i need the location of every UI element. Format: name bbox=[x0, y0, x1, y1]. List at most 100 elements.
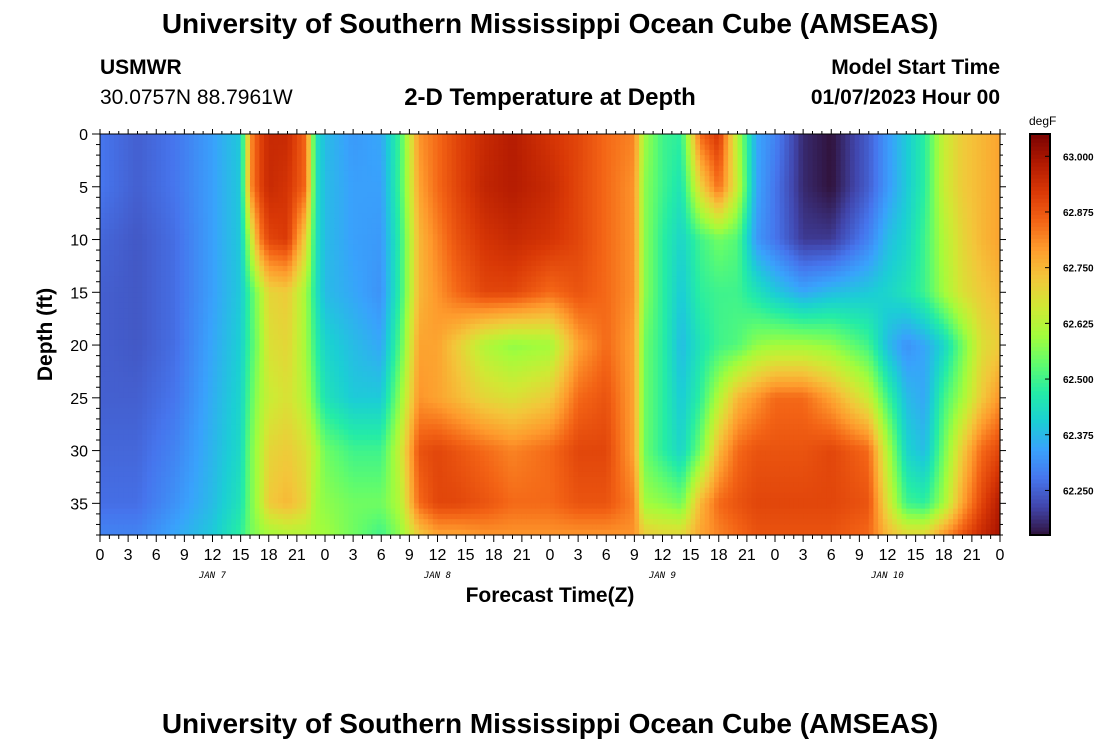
heatmap-cell bbox=[217, 197, 223, 204]
heatmap-cell bbox=[325, 255, 331, 262]
heatmap-cell bbox=[250, 160, 256, 167]
heatmap-cell bbox=[226, 181, 232, 188]
heatmap-cell bbox=[362, 160, 368, 167]
heatmap-cell bbox=[423, 250, 429, 256]
heatmap-cell bbox=[643, 144, 650, 151]
heatmap-cell bbox=[123, 155, 129, 161]
heatmap-cell bbox=[615, 213, 621, 220]
heatmap-cell bbox=[104, 255, 110, 262]
heatmap-cell bbox=[662, 218, 668, 225]
heatmap-cell bbox=[957, 250, 964, 256]
heatmap-cell bbox=[639, 202, 645, 209]
heatmap-cell bbox=[859, 197, 865, 204]
heatmap-cell bbox=[770, 244, 776, 251]
heatmap-cell bbox=[428, 213, 434, 220]
heatmap-cell bbox=[610, 160, 617, 167]
heatmap-cell bbox=[653, 207, 659, 214]
heatmap-cell bbox=[367, 144, 373, 151]
heatmap-cell bbox=[784, 228, 790, 235]
heatmap-cell bbox=[648, 265, 654, 272]
heatmap-cell bbox=[376, 149, 382, 156]
heatmap-cell bbox=[146, 202, 153, 209]
heatmap-cell bbox=[493, 207, 500, 214]
heatmap-cell bbox=[184, 192, 190, 198]
heatmap-cell bbox=[362, 255, 368, 262]
heatmap-cell bbox=[100, 213, 106, 220]
x-axis-title: Forecast Time(Z) bbox=[465, 584, 635, 607]
model-start-label: Model Start Time bbox=[831, 56, 1000, 79]
heatmap-cell bbox=[685, 155, 692, 161]
heatmap-cell bbox=[742, 239, 748, 246]
heatmap-cell bbox=[957, 202, 964, 209]
heatmap-cell bbox=[367, 234, 373, 241]
heatmap-cell bbox=[175, 207, 181, 214]
heatmap-cell bbox=[709, 244, 715, 251]
heatmap-cell bbox=[240, 250, 246, 256]
heatmap-cell bbox=[667, 207, 673, 214]
heatmap-cell bbox=[953, 144, 959, 151]
heatmap-cell bbox=[273, 234, 279, 241]
heatmap-cell bbox=[489, 223, 495, 230]
heatmap-cell bbox=[939, 260, 945, 267]
heatmap-cell bbox=[610, 155, 617, 161]
heatmap-cell bbox=[540, 139, 546, 146]
heatmap-cell bbox=[320, 134, 326, 140]
heatmap-cell bbox=[104, 202, 110, 209]
heatmap-cell bbox=[498, 181, 504, 188]
heatmap-cell bbox=[554, 176, 560, 183]
heatmap-cell bbox=[226, 134, 232, 140]
heatmap-cell bbox=[432, 250, 439, 256]
heatmap-cell bbox=[995, 239, 1001, 246]
heatmap-cell bbox=[226, 255, 232, 262]
heatmap-cell bbox=[151, 218, 157, 225]
heatmap-cell bbox=[910, 176, 917, 183]
heatmap-cell bbox=[226, 155, 232, 161]
heatmap-cell bbox=[742, 134, 748, 140]
heatmap-cell bbox=[442, 218, 448, 225]
heatmap-cell bbox=[676, 149, 682, 156]
heatmap-cell bbox=[526, 213, 532, 220]
heatmap-cell bbox=[109, 160, 115, 167]
heatmap-cell bbox=[690, 186, 696, 193]
heatmap-cell bbox=[282, 250, 289, 256]
heatmap-cell bbox=[587, 149, 593, 156]
heatmap-cell bbox=[498, 228, 504, 235]
heatmap-cell bbox=[835, 265, 842, 272]
heatmap-cell bbox=[376, 244, 382, 251]
heatmap-cell bbox=[240, 176, 246, 183]
heatmap-cell bbox=[465, 207, 471, 214]
heatmap-cell bbox=[137, 181, 143, 188]
heatmap-cell bbox=[254, 181, 260, 188]
heatmap-cell bbox=[920, 244, 926, 251]
heatmap-cell bbox=[493, 260, 500, 267]
heatmap-cell bbox=[521, 228, 528, 235]
heatmap-cell bbox=[517, 197, 523, 204]
heatmap-cell bbox=[353, 213, 359, 220]
heatmap-cell bbox=[812, 250, 818, 256]
heatmap-cell bbox=[320, 139, 326, 146]
heatmap-cell bbox=[250, 181, 256, 188]
heatmap-cell bbox=[826, 181, 832, 188]
heatmap-cell bbox=[390, 134, 396, 140]
heatmap-cell bbox=[620, 218, 626, 225]
heatmap-cell bbox=[385, 181, 392, 188]
heatmap-cell bbox=[287, 207, 293, 214]
heatmap-cell bbox=[484, 202, 490, 209]
heatmap-cell bbox=[835, 239, 842, 246]
heatmap-cell bbox=[756, 165, 762, 172]
heatmap-cell bbox=[864, 170, 870, 177]
heatmap-cell bbox=[831, 176, 837, 183]
heatmap-cell bbox=[451, 213, 457, 220]
heatmap-cell bbox=[760, 192, 767, 198]
heatmap-cell bbox=[325, 250, 331, 256]
heatmap-cell bbox=[587, 197, 593, 204]
heatmap-cell bbox=[217, 176, 223, 183]
heatmap-cell bbox=[817, 155, 823, 161]
heatmap-cell bbox=[789, 228, 795, 235]
heatmap-cell bbox=[353, 260, 359, 267]
heatmap-cell bbox=[746, 250, 753, 256]
heatmap-cell bbox=[114, 186, 120, 193]
heatmap-cell bbox=[442, 234, 448, 241]
heatmap-cell bbox=[432, 255, 439, 262]
heatmap-cell bbox=[325, 260, 331, 267]
